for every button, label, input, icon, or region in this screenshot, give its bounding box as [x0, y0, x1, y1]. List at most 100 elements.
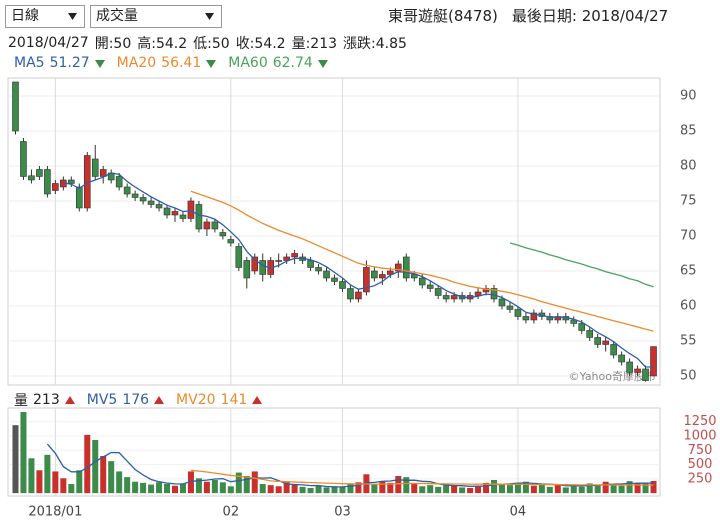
candle-body [474, 291, 482, 296]
volume-bar [395, 476, 402, 494]
indicator-select[interactable]: 成交量 [90, 5, 222, 28]
volume-bar [403, 477, 410, 494]
volume-tick-label: 750 [688, 443, 713, 458]
candle-body [235, 246, 243, 268]
arrow-shape [94, 59, 105, 68]
legend-entry: MA5 51.27 [14, 55, 105, 71]
info-item: 量:213 [292, 33, 337, 53]
candle-body [75, 186, 83, 209]
trend-arrow [206, 59, 217, 68]
volume-bar [618, 485, 625, 494]
candle-body [195, 204, 203, 230]
dropdown-arrow [205, 13, 214, 20]
volume-bar [483, 482, 490, 494]
price-panel [7, 77, 661, 386]
info-value: 54.2 [254, 36, 286, 52]
candle-body [450, 295, 458, 300]
info-value: 50 [113, 36, 132, 52]
volume-bar [538, 484, 545, 494]
volume-bar [235, 472, 242, 494]
volume-bar [164, 484, 171, 494]
candle-body [339, 281, 346, 289]
volume-bar [475, 486, 482, 494]
candle-body [251, 256, 259, 272]
candle-body [442, 295, 450, 300]
candle-body [618, 354, 625, 363]
volume-bar [339, 486, 346, 494]
volume-bar [108, 461, 115, 494]
watermark: ©Yahoo奇摩股市 [569, 369, 656, 383]
volume-bar [28, 458, 35, 494]
volume-panel [7, 407, 661, 497]
legend-entry: MV5 176 [87, 392, 165, 408]
legend-value: 213 [33, 392, 60, 408]
candle-body [602, 340, 609, 345]
arrow-shape [154, 395, 165, 404]
volume-bar [52, 471, 59, 494]
y-tick-label: 55 [680, 333, 697, 348]
volume-bar [562, 487, 569, 494]
candle-body [610, 344, 617, 356]
candle-body [402, 256, 410, 279]
volume-bar [435, 486, 442, 494]
candle-body [68, 179, 75, 184]
volume-bar [20, 412, 27, 494]
volume-bar [491, 480, 498, 494]
info-label: 收: [235, 36, 255, 52]
arrow-shape [252, 395, 263, 404]
volume-bar [84, 434, 91, 494]
dropdown-arrow [68, 13, 77, 20]
volume-bar [347, 484, 354, 494]
volume-bar [554, 484, 561, 494]
volume-bar [187, 471, 194, 494]
legend-value: 62.74 [272, 55, 313, 71]
volume-bar [355, 482, 362, 494]
info-value: 54.2 [155, 36, 188, 52]
candle-body [12, 81, 19, 132]
volume-bar [650, 480, 657, 494]
stock-header: 東哥遊艇(8478) 最後日期: 2018/04/27 [388, 5, 668, 26]
legend-entry: MA20 56.41 [117, 55, 217, 71]
y-tick-label: 50 [680, 368, 697, 383]
y-tick-label: 75 [680, 193, 697, 208]
candle-body [275, 260, 282, 262]
info-label: 開: [94, 36, 114, 52]
ma-line [190, 469, 654, 486]
candle-body [371, 270, 378, 279]
legend-value: 56.41 [161, 55, 202, 71]
volume-bar [586, 483, 593, 494]
candle-body [395, 263, 402, 272]
y-tick-label: 60 [680, 298, 697, 313]
arrow-shape [206, 59, 217, 68]
candle-body [387, 270, 394, 275]
volume-bar [419, 486, 426, 494]
volume-bar [578, 486, 585, 494]
volume-bar [467, 488, 474, 494]
candle-body [418, 277, 426, 286]
ma-line [190, 190, 654, 332]
volume-bar [411, 484, 418, 494]
info-date: 2018/04/27 [8, 35, 89, 51]
period-select[interactable]: 日線 [5, 5, 85, 28]
stock-name: 東哥遊艇(8478) [388, 7, 498, 25]
candle-body [522, 316, 530, 321]
volume-bar [299, 486, 306, 494]
volume-bar [642, 482, 649, 494]
volume-bar [546, 486, 553, 494]
candle-body [243, 260, 251, 279]
volume-bar [100, 456, 107, 494]
volume-bar [132, 481, 139, 494]
volume-bar [179, 483, 186, 494]
volume-bar [307, 488, 314, 494]
candle-body [44, 169, 51, 195]
volume-bar [36, 470, 43, 494]
volume-bar [594, 484, 601, 494]
volume-bar [323, 487, 330, 494]
candle-body [163, 207, 171, 216]
legend-name: MV20 [176, 392, 216, 408]
indicator-select-label: 成交量 [96, 8, 138, 24]
x-tick-label: 03 [334, 505, 351, 520]
x-tick-label: 04 [510, 505, 527, 520]
period-select-label: 日線 [11, 8, 39, 24]
